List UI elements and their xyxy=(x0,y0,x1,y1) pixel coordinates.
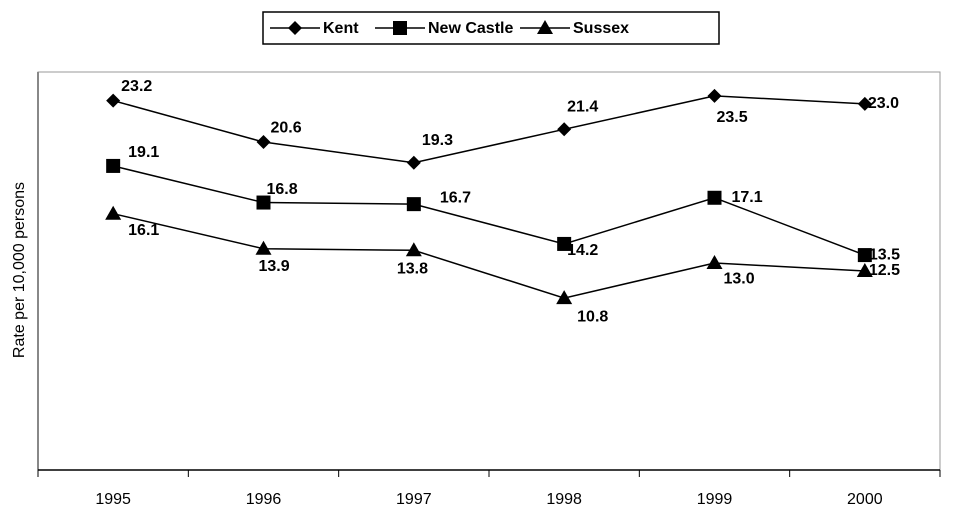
data-point xyxy=(707,88,722,103)
data-label: 21.4 xyxy=(567,99,598,116)
legend-label: Sussex xyxy=(573,20,629,37)
data-point xyxy=(106,93,121,108)
data-label: 16.8 xyxy=(267,181,298,198)
data-point xyxy=(406,197,421,212)
data-label: 16.1 xyxy=(128,222,159,239)
data-point xyxy=(557,236,572,251)
x-tick-label: 1997 xyxy=(396,491,432,508)
legend-label: Kent xyxy=(323,20,359,37)
data-label: 12.5 xyxy=(869,262,900,279)
data-point xyxy=(255,240,272,255)
data-label: 23.0 xyxy=(868,95,899,112)
data-label: 10.8 xyxy=(577,308,608,325)
data-point xyxy=(707,190,722,205)
data-point xyxy=(405,242,422,257)
data-point xyxy=(857,96,872,111)
x-tick-label: 1999 xyxy=(697,491,733,508)
data-label: 16.7 xyxy=(440,189,471,206)
y-axis-label: Rate per 10,000 persons xyxy=(11,182,28,358)
data-label: 23.2 xyxy=(121,78,152,95)
data-point xyxy=(856,263,873,277)
data-label: 14.2 xyxy=(567,242,598,259)
data-point xyxy=(406,155,421,170)
data-point xyxy=(105,205,122,220)
data-point xyxy=(706,255,723,270)
data-label: 19.1 xyxy=(128,144,159,161)
series-line xyxy=(112,165,866,256)
x-tick-label: 2000 xyxy=(847,491,883,508)
legend-marker xyxy=(288,21,302,35)
data-point xyxy=(857,248,872,263)
x-tick-label: 1996 xyxy=(246,491,282,508)
data-label: 23.5 xyxy=(717,109,748,126)
x-tick-label: 1995 xyxy=(95,491,131,508)
data-label: 13.0 xyxy=(724,270,755,287)
data-label: 20.6 xyxy=(271,119,302,136)
data-point xyxy=(256,195,271,210)
series-line xyxy=(112,95,865,164)
legend-box xyxy=(262,11,720,45)
data-point xyxy=(256,135,271,150)
data-point xyxy=(557,122,572,137)
legend-marker xyxy=(537,20,553,34)
legend-marker xyxy=(393,21,407,35)
data-label: 13.5 xyxy=(869,246,900,263)
data-label: 19.3 xyxy=(422,132,453,149)
series-line xyxy=(112,212,865,299)
data-point xyxy=(106,158,121,173)
data-label: 13.9 xyxy=(259,258,290,275)
legend-label: New Castle xyxy=(428,20,513,37)
plot-border xyxy=(37,71,941,471)
x-tick-label: 1998 xyxy=(546,491,582,508)
data-label: 17.1 xyxy=(732,189,763,206)
data-point xyxy=(556,290,573,305)
data-label: 13.8 xyxy=(397,261,428,278)
